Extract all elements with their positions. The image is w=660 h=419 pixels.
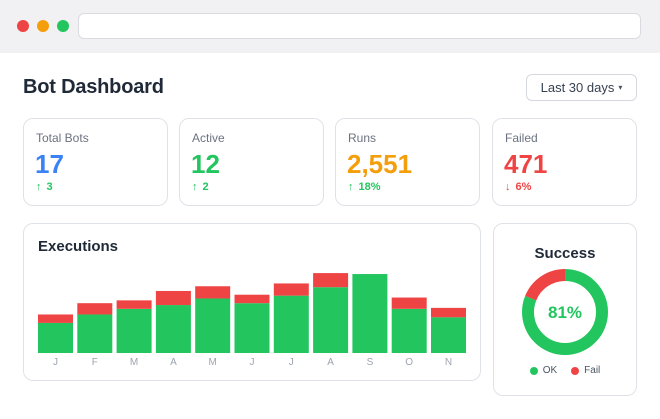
x-tick-label: J — [53, 357, 58, 368]
kpi-label: Failed — [505, 131, 538, 145]
chevron-down-icon: ▾ — [618, 83, 623, 92]
bar-ok — [313, 287, 349, 353]
bar-fail — [155, 290, 191, 306]
bar-fail — [38, 314, 73, 323]
success-percent-label: 81% — [548, 303, 582, 322]
x-tick-label: A — [327, 357, 334, 368]
kpi-card-active[interactable]: Active 12 ↑ 2 — [179, 118, 324, 206]
page-title: Bot Dashboard — [23, 76, 164, 98]
x-tick-label: J — [250, 357, 255, 368]
donut-slice-fail — [522, 269, 608, 355]
kpi-value: 471 — [504, 149, 548, 179]
bar-fail — [391, 297, 427, 309]
success-title: Success — [534, 245, 596, 262]
kpi-label: Total Bots — [36, 131, 89, 145]
kpi-delta: ↑ 3 — [36, 181, 53, 193]
x-tick-label: S — [367, 357, 374, 368]
bar-ok — [391, 308, 427, 353]
kpi-delta: ↓ 6% — [505, 181, 531, 193]
executions-chart-card: J F M A M J J A S O N Executions — [23, 223, 481, 381]
x-tick-label: A — [170, 357, 177, 368]
kpi-card-failed[interactable]: Failed 471 ↓ 6% — [492, 118, 637, 206]
kpi-delta-value: 2 — [202, 181, 209, 193]
success-legend: OK Fail — [494, 365, 636, 376]
bar-ok — [195, 298, 231, 353]
date-range-label: Last 30 days — [540, 80, 615, 95]
kpi-delta-value: 3 — [46, 181, 53, 193]
bar-fail — [273, 283, 309, 296]
kpi-label: Runs — [348, 131, 377, 145]
x-tick-label: O — [405, 357, 413, 368]
kpi-card-runs[interactable]: Runs 2,551 ↑ 18% — [335, 118, 480, 206]
bar-ok — [38, 322, 73, 353]
kpi-value: 12 — [191, 149, 220, 179]
success-chart-card: Success 81% OK Fail — [493, 223, 637, 396]
kpi-label: Active — [192, 131, 225, 145]
bar-ok — [234, 303, 270, 353]
kpi-delta-value: 6% — [515, 181, 532, 193]
bar-fail — [431, 307, 466, 318]
bar-fail — [77, 303, 113, 315]
kpi-delta-value: 18% — [358, 181, 381, 193]
close-window-button[interactable] — [17, 20, 29, 32]
bar-ok — [431, 317, 466, 353]
legend-swatch-ok — [529, 366, 538, 375]
kpi-value: 2,551 — [347, 149, 413, 179]
arrow-down-icon: ↓ — [505, 181, 511, 193]
legend-label-ok: OK — [542, 365, 558, 376]
x-tick-label: M — [130, 357, 138, 368]
legend-label-fail: Fail — [584, 365, 601, 376]
legend-item-ok: OK — [529, 365, 558, 376]
bar-fail — [234, 294, 270, 304]
bar-fail — [195, 286, 231, 299]
bar-ok — [352, 274, 388, 353]
minimize-window-button[interactable] — [37, 20, 49, 32]
bar-fail — [116, 300, 152, 309]
x-tick-label: J — [289, 357, 294, 368]
kpi-value: 17 — [35, 149, 64, 179]
bar-ok — [77, 314, 113, 353]
arrow-up-icon: ↑ — [36, 181, 42, 193]
bar-fail — [313, 273, 349, 288]
arrow-up-icon: ↑ — [192, 181, 198, 193]
bar-ok — [273, 295, 309, 353]
executions-title: Executions — [38, 238, 119, 255]
bar-ok — [116, 308, 152, 353]
legend-item-fail: Fail — [571, 365, 600, 376]
success-donut-chart: 81% — [522, 269, 608, 355]
browser-toolbar — [0, 0, 660, 53]
kpi-delta: ↑ 18% — [348, 181, 381, 193]
address-bar[interactable] — [78, 13, 641, 39]
x-tick-label: M — [209, 357, 217, 368]
kpi-card-total-bots[interactable]: Total Bots 17 ↑ 3 — [23, 118, 168, 206]
maximize-window-button[interactable] — [57, 20, 69, 32]
x-tick-label: F — [92, 357, 98, 368]
date-range-dropdown[interactable]: Last 30 days ▾ — [526, 74, 637, 101]
bar-ok — [155, 305, 191, 353]
x-tick-label: N — [445, 357, 452, 368]
arrow-up-icon: ↑ — [348, 181, 354, 193]
legend-swatch-fail — [571, 366, 580, 375]
kpi-delta: ↑ 2 — [192, 181, 209, 193]
